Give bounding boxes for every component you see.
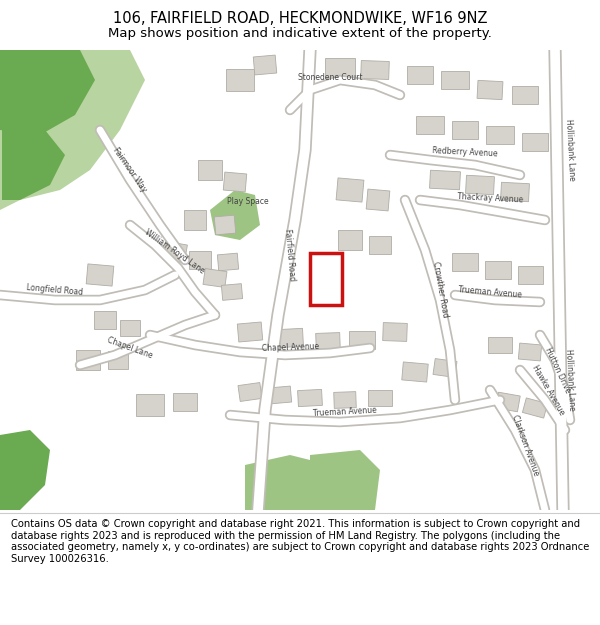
Text: Longfield Road: Longfield Road — [26, 283, 84, 297]
Text: Stonedene Court: Stonedene Court — [298, 74, 362, 82]
Bar — [120, 320, 140, 336]
Text: Chapel Avenue: Chapel Avenue — [261, 342, 319, 354]
Text: Contains OS data © Crown copyright and database right 2021. This information is : Contains OS data © Crown copyright and d… — [11, 519, 589, 564]
Text: Chapel Lane: Chapel Lane — [106, 336, 154, 361]
Text: Thackray Avenue: Thackray Avenue — [457, 192, 523, 204]
Text: Trueman Avenue: Trueman Avenue — [313, 406, 377, 418]
Bar — [184, 210, 206, 230]
Bar — [310, 253, 342, 305]
Text: Fairmoor Way: Fairmoor Way — [112, 146, 149, 194]
Bar — [452, 253, 478, 271]
Bar — [485, 261, 511, 279]
Bar — [334, 392, 356, 408]
Bar — [338, 230, 362, 250]
Bar — [518, 343, 542, 361]
Bar — [221, 284, 242, 301]
Bar — [316, 332, 340, 351]
Bar — [94, 311, 116, 329]
Text: William Royd Lane: William Royd Lane — [143, 228, 206, 276]
Text: Map shows position and indicative extent of the property.: Map shows position and indicative extent… — [108, 27, 492, 40]
Bar — [523, 398, 548, 418]
Polygon shape — [0, 50, 145, 210]
Bar — [336, 178, 364, 202]
Polygon shape — [0, 430, 50, 510]
Bar — [477, 81, 503, 99]
Bar — [238, 382, 262, 401]
Bar — [203, 269, 227, 288]
Text: Trueman Avenue: Trueman Avenue — [458, 285, 522, 299]
Bar — [223, 172, 247, 192]
Bar — [407, 66, 433, 84]
Bar — [486, 126, 514, 144]
Polygon shape — [210, 190, 260, 240]
Text: Play Space: Play Space — [227, 198, 269, 206]
Bar — [500, 182, 529, 202]
Bar — [512, 86, 538, 104]
Polygon shape — [0, 50, 95, 135]
Text: Hawke Avenue: Hawke Avenue — [530, 363, 566, 417]
Bar — [298, 389, 322, 407]
Bar — [253, 55, 277, 75]
Bar — [366, 189, 390, 211]
Text: Crowther Road: Crowther Road — [431, 261, 449, 319]
Text: Redberry Avenue: Redberry Avenue — [432, 146, 498, 158]
Bar — [402, 362, 428, 382]
Bar — [488, 337, 512, 353]
Bar — [237, 322, 263, 342]
Polygon shape — [2, 130, 65, 200]
Bar — [349, 331, 375, 349]
Bar — [361, 61, 389, 79]
Polygon shape — [245, 455, 330, 510]
Bar — [383, 322, 407, 341]
Text: Clarkson Avenue: Clarkson Avenue — [510, 413, 540, 477]
Bar — [136, 394, 164, 416]
Text: Fairfield Road: Fairfield Road — [283, 229, 297, 281]
Bar — [226, 69, 254, 91]
Polygon shape — [310, 450, 380, 510]
Bar — [76, 350, 100, 370]
Text: 106, FAIRFIELD ROAD, HECKMONDWIKE, WF16 9NZ: 106, FAIRFIELD ROAD, HECKMONDWIKE, WF16 … — [113, 11, 487, 26]
Bar — [522, 133, 548, 151]
Bar — [189, 251, 211, 269]
Text: Hollinbank Lane: Hollinbank Lane — [564, 349, 576, 411]
Bar — [433, 359, 457, 378]
Bar — [268, 386, 292, 404]
Bar — [466, 175, 494, 195]
Bar — [214, 215, 236, 235]
Bar — [452, 121, 478, 139]
Bar — [325, 58, 355, 78]
Bar — [198, 160, 222, 180]
Bar — [163, 241, 187, 262]
Bar — [277, 328, 304, 348]
Bar — [416, 116, 444, 134]
Text: Hollinbank Lane: Hollinbank Lane — [564, 119, 576, 181]
Bar — [441, 71, 469, 89]
Bar — [217, 253, 239, 271]
Bar — [108, 351, 128, 369]
Bar — [517, 266, 542, 284]
Bar — [173, 393, 197, 411]
Text: Hutton Drive: Hutton Drive — [544, 346, 572, 394]
Bar — [430, 170, 460, 190]
Bar — [86, 264, 114, 286]
Bar — [369, 236, 391, 254]
Bar — [496, 392, 520, 412]
Bar — [368, 390, 392, 406]
